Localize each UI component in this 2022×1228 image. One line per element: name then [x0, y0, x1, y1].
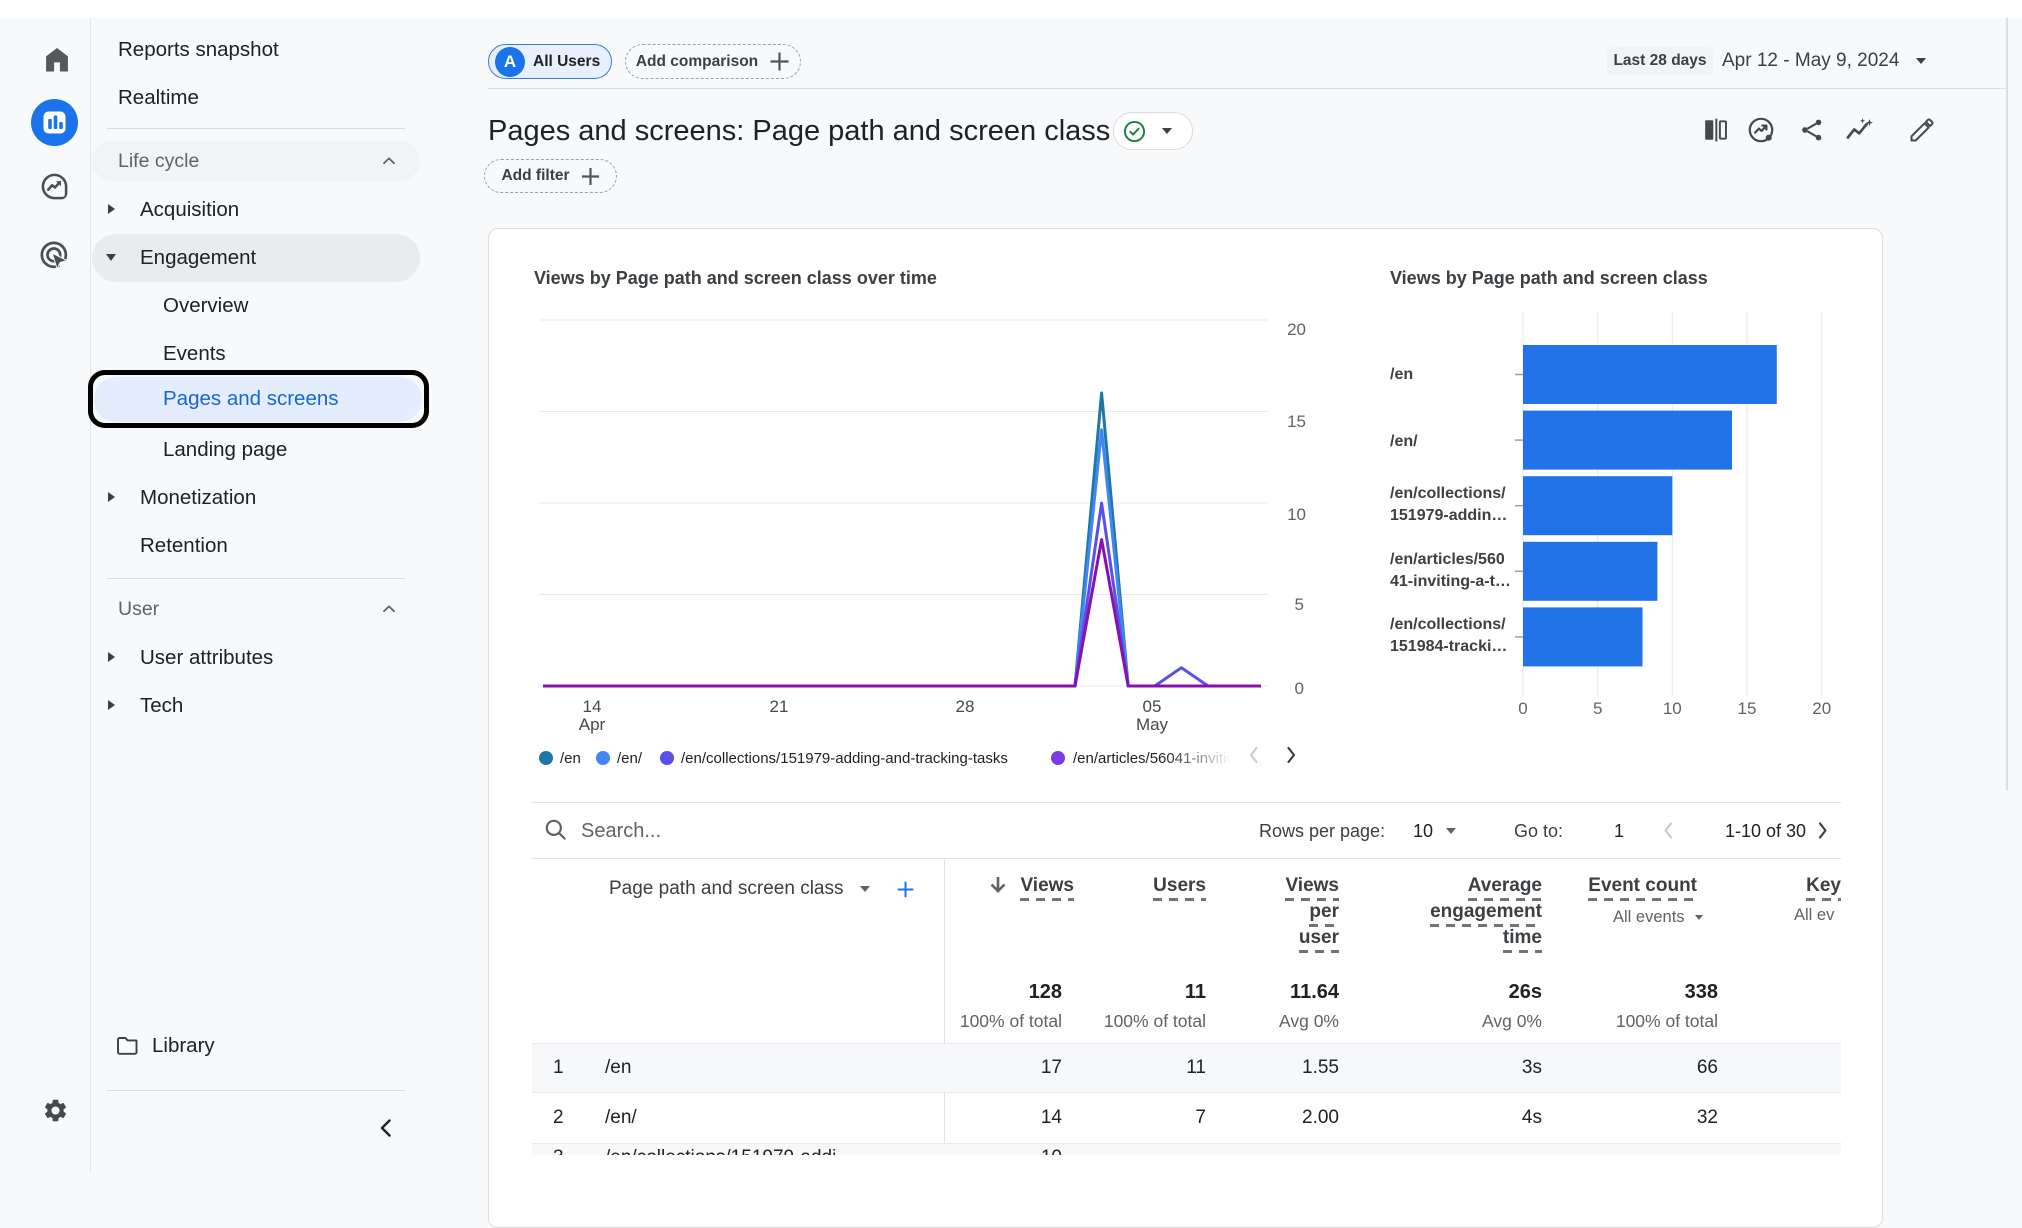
svg-text:/en/: /en/ — [1390, 433, 1418, 450]
svg-text:0: 0 — [1518, 699, 1527, 718]
svg-text:15: 15 — [1738, 699, 1757, 718]
svg-text:Apr: Apr — [579, 715, 606, 734]
svg-text:28: 28 — [956, 697, 975, 716]
svg-text:/en: /en — [1390, 366, 1413, 383]
svg-text:21: 21 — [770, 697, 789, 716]
svg-text:41-inviting-a-t…: 41-inviting-a-t… — [1390, 573, 1511, 590]
svg-text:5: 5 — [1593, 699, 1602, 718]
svg-text:10: 10 — [1663, 699, 1682, 718]
svg-text:151984-tracki…: 151984-tracki… — [1390, 638, 1507, 655]
svg-text:5: 5 — [1295, 595, 1304, 614]
svg-text:May: May — [1136, 715, 1169, 734]
svg-text:15: 15 — [1287, 412, 1306, 431]
svg-text:20: 20 — [1287, 320, 1306, 339]
svg-text:14: 14 — [583, 697, 602, 716]
svg-text:/en/articles/560: /en/articles/560 — [1390, 551, 1505, 568]
svg-text:/en/collections/: /en/collections/ — [1390, 485, 1506, 502]
svg-text:20: 20 — [1812, 699, 1831, 718]
svg-text:05: 05 — [1143, 697, 1162, 716]
svg-text:/en/collections/: /en/collections/ — [1390, 616, 1506, 633]
svg-text:0: 0 — [1295, 679, 1304, 698]
svg-text:151979-addin…: 151979-addin… — [1390, 507, 1507, 524]
svg-text:10: 10 — [1287, 505, 1306, 524]
